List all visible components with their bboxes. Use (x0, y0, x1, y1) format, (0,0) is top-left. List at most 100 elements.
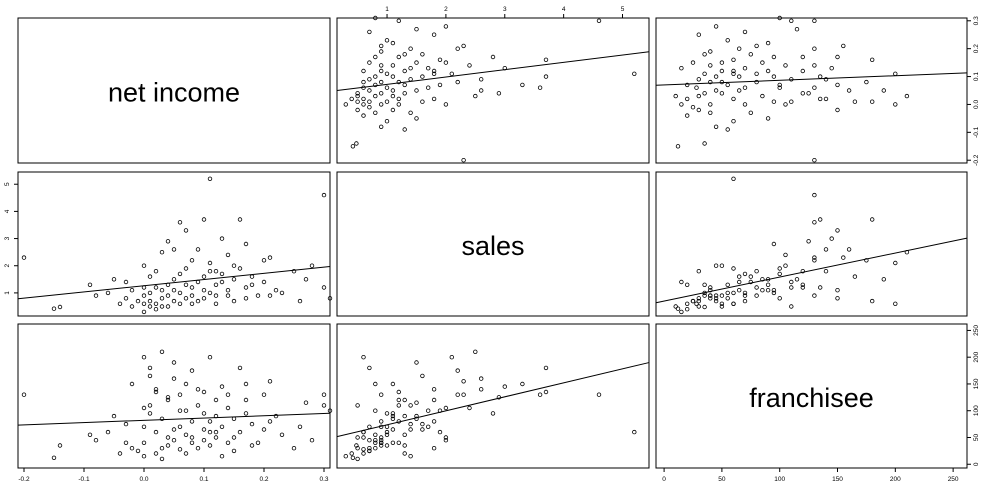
fit-line (336, 51, 650, 92)
data-point (823, 247, 829, 252)
data-point (141, 309, 147, 315)
data-point (141, 440, 147, 445)
data-point (153, 389, 159, 395)
data-point (183, 282, 189, 287)
data-point (207, 290, 213, 296)
data-point (443, 435, 449, 440)
data-point (467, 405, 472, 411)
panel-frame (17, 17, 331, 164)
data-point (309, 438, 315, 443)
data-point (420, 52, 425, 57)
data-point (327, 296, 333, 301)
data-point (702, 293, 707, 298)
data-point (431, 419, 437, 424)
data-point (355, 446, 360, 451)
data-point (87, 432, 93, 437)
data-point (420, 99, 425, 104)
data-point (713, 298, 719, 304)
data-point (543, 74, 549, 79)
data-point (742, 290, 748, 296)
data-point (812, 220, 817, 225)
data-point (431, 446, 437, 451)
y-tick-label: 200 (973, 351, 980, 362)
data-point (379, 443, 384, 448)
data-point (189, 258, 195, 263)
data-point (719, 91, 725, 96)
data-point (893, 260, 898, 266)
data-point (737, 288, 742, 293)
x-tick-label: 0.1 (199, 476, 208, 483)
data-point (159, 288, 165, 293)
data-point (267, 293, 273, 298)
data-point (694, 301, 699, 306)
data-point (384, 411, 390, 416)
data-point (183, 296, 189, 301)
data-point (685, 301, 690, 306)
data-point (390, 381, 396, 387)
data-point (93, 438, 99, 443)
data-point (147, 411, 153, 416)
x-tick-label: 3 (503, 6, 507, 13)
data-point (201, 296, 207, 301)
data-point (596, 18, 602, 23)
y-tick-label: 0.1 (973, 72, 980, 81)
data-point (171, 298, 177, 304)
data-point (846, 247, 852, 252)
data-point (408, 454, 413, 459)
data-point (159, 349, 165, 354)
data-point (177, 220, 183, 225)
data-point (255, 440, 261, 445)
x-tick-label: 150 (832, 476, 843, 483)
data-point (129, 288, 135, 293)
data-point (783, 263, 788, 268)
y-tick-label: 5 (4, 182, 11, 186)
data-point (243, 296, 249, 301)
fit-line (655, 237, 968, 304)
data-point (812, 293, 817, 298)
data-point (159, 304, 165, 309)
data-point (177, 424, 183, 429)
data-point (420, 74, 425, 79)
data-point (231, 435, 237, 440)
data-point (355, 91, 360, 96)
data-point (537, 85, 543, 90)
data-point (373, 438, 378, 443)
data-point (632, 71, 637, 76)
data-point (213, 282, 219, 287)
data-point (765, 288, 771, 293)
data-point (207, 176, 213, 181)
data-point (737, 46, 742, 51)
data-point (537, 392, 543, 397)
data-point (455, 368, 460, 373)
data-point (189, 419, 195, 424)
data-point (367, 365, 372, 371)
x-tick-label: 0.2 (259, 476, 268, 483)
data-point (719, 263, 725, 268)
data-point (350, 144, 356, 149)
data-point (213, 435, 219, 440)
data-point (147, 298, 153, 304)
data-point (431, 71, 437, 76)
data-point (349, 96, 354, 102)
data-point (379, 63, 384, 68)
data-point (696, 93, 701, 99)
data-point (237, 217, 243, 222)
data-point (355, 403, 360, 408)
data-point (742, 298, 748, 304)
data-point (414, 360, 419, 365)
data-point (390, 88, 396, 93)
data-point (754, 71, 759, 76)
data-point (213, 269, 219, 274)
data-point (632, 429, 637, 435)
data-point (765, 116, 771, 121)
data-point (219, 279, 225, 285)
data-point (384, 429, 390, 435)
x-tick-label: 200 (890, 476, 901, 483)
data-point (823, 77, 829, 82)
data-point (267, 419, 273, 424)
data-point (777, 271, 782, 277)
data-point (742, 65, 748, 71)
data-point (354, 141, 359, 146)
data-point (189, 301, 195, 306)
x-tick-label: 0 (662, 476, 666, 483)
